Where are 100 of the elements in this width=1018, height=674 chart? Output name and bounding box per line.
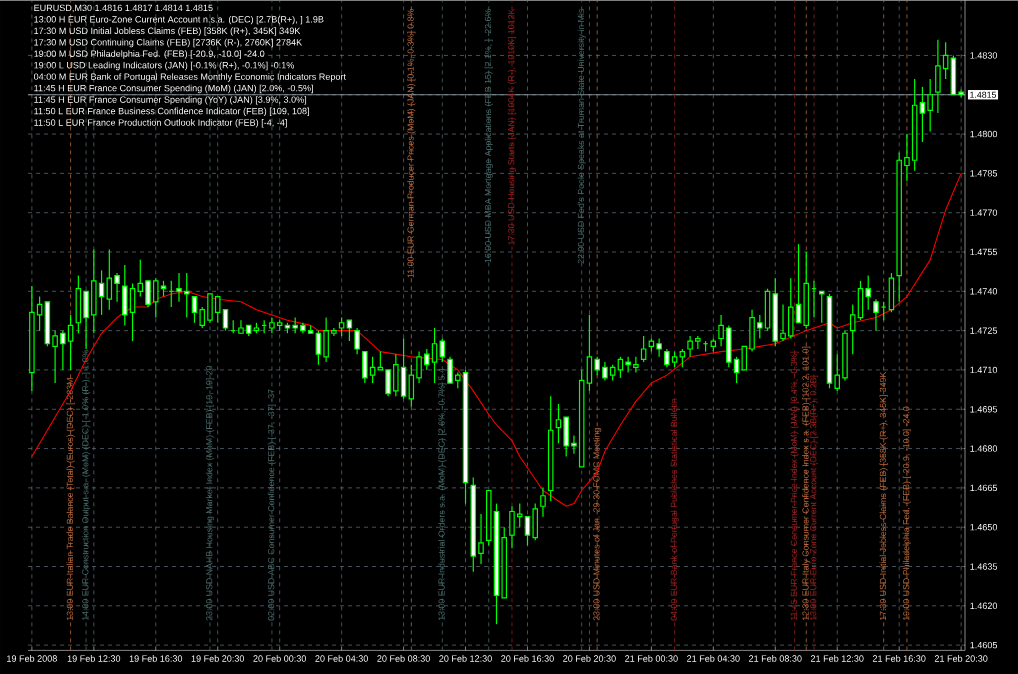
ref-line-label: 04:00 EUR Bank of Portugal Publishes Statistical Bulletin: [670, 398, 679, 621]
candlestick: [176, 272, 182, 303]
candlestick: [571, 434, 577, 455]
candlestick: [733, 356, 740, 384]
ref-line-label: 13:00 EUR Industrial Orders s.a. (MoM) (DEC) [2.6%, -0.7%] 5.4: [438, 368, 447, 620]
x-tick-label: 20 Feb 04:30: [315, 654, 368, 662]
x-tick-label: 20 Feb 12:30: [439, 654, 492, 662]
candlestick: [594, 356, 600, 376]
annotation: 13:00 H EUR Euro-Zone Current Account n.s.a. (DEC) [2.7B(R+), ] 1.9B: [34, 15, 324, 25]
ref-line-label: 23:00 USD Minutes of Jan. 29-30 FOMC Meeting: [593, 428, 602, 621]
candlestick: [214, 295, 221, 324]
candlestick: [447, 356, 453, 384]
candlestick: [509, 505, 515, 549]
annotation: 19:00 L USD Leading Indicators (JAN) [-0.1% (R+), -0.1%] -0.1%: [34, 61, 295, 71]
candlestick: [942, 41, 949, 80]
candlestick: [687, 335, 693, 358]
x-tick-label: 21 Feb 08:30: [749, 654, 802, 662]
candlestick: [664, 348, 670, 368]
candlestick: [137, 259, 144, 297]
candlestick: [354, 327, 360, 355]
ref-line-label: 02:00 USD ABC Consumer Confidence (FEB) [-37, -37] -37: [267, 389, 277, 621]
candlestick: [98, 269, 105, 316]
candlestick: [555, 403, 562, 444]
candlestick: [183, 272, 190, 318]
ref-line-label: 22:00 USD Fed's Poole Speaks at Truman State University in Mis: [577, 8, 586, 264]
candlestick: [741, 345, 748, 371]
candlestick: [67, 314, 74, 371]
candlestick: [602, 361, 608, 381]
y-tick-label: 1.4680: [970, 445, 998, 452]
candlestick: [849, 303, 856, 355]
candlestick: [222, 308, 229, 332]
candlestick: [145, 280, 151, 308]
candlestick: [199, 306, 206, 329]
candlestick: [52, 329, 58, 384]
y-tick-label: 1.4665: [970, 484, 998, 491]
ref-line-label: 17:30 USD Initial Jobless Claims (FEB) [358K (R+), 345K] 349K: [879, 371, 888, 620]
candlestick: [60, 329, 66, 371]
candlestick: [36, 295, 43, 332]
annotation: 04:00 M EUR Bank of Portugal Releases Monthly Economic Indicators Report: [33, 73, 346, 82]
ref-line-label: 1.4815: [970, 91, 997, 98]
x-tick-label: 20 Feb 16:30: [501, 654, 554, 662]
candlestick: [880, 301, 887, 321]
annotation: 17:30 M USD Continuing Claims (FEB) [2736K (R-), 2760K] 2784K: [34, 38, 303, 48]
annotation: 19:00 M USD Philadelphia Fed. (FEB) [-20.9, -10.0] -24.0: [34, 50, 265, 59]
ref-line-label: 11:00 EUR German Producer Prices (MoM) (JAN) [0.1%, 0.3%] 0.8%: [407, 8, 416, 278]
annotation: 11:50 L EUR France Business Confidence Indicator (FEB) [109, 108]: [34, 107, 309, 116]
annotation: 11:50 L EUR France Production Outlook Indicator (FEB) [-4, -4]: [34, 118, 287, 128]
candlestick: [524, 515, 531, 546]
candlestick: [338, 316, 345, 337]
y-tick-label: 1.4755: [970, 248, 998, 255]
x-tick-label: 19 Feb 12:30: [67, 654, 121, 662]
y-tick-label: 1.4800: [970, 130, 998, 138]
x-tick-label: 19 Feb 20:30: [191, 654, 245, 662]
y-tick-label: 1.4770: [970, 209, 998, 216]
y-tick-label: 1.4785: [970, 169, 998, 177]
y-tick-label: 1.4695: [970, 405, 998, 413]
candlestick: [865, 274, 871, 311]
x-tick-label: 19 Feb 16:30: [129, 654, 183, 662]
x-tick-label: 21 Feb 04:30: [687, 654, 740, 662]
candlestick: [439, 337, 446, 363]
candlestick: [431, 327, 438, 384]
x-tick-label: 21 Feb 00:30: [625, 654, 678, 662]
x-tick-label: 20 Feb 20:30: [563, 654, 616, 662]
ref-line-label: 11:45 EUR France Consumer Price Index (MoM) (JAN) [0.4%, -0.3%]: [790, 351, 799, 620]
candlestick: [385, 369, 391, 397]
x-tick-label: 19 Feb 2008: [7, 654, 57, 662]
candlestick: [516, 502, 523, 528]
ref-line-label: 17:30 USD Housing Starts (JAN) [1004K (R-), 1010K] 1012K: [507, 8, 517, 245]
candlestick: [153, 277, 159, 318]
y-tick-label: 1.4635: [970, 563, 998, 570]
candlestick: [904, 133, 910, 182]
chart-title: EURUSD,M30 1.4816 1.4817 1.4814 1.4815: [34, 4, 213, 12]
candlestick: [818, 290, 825, 324]
candlestick: [114, 272, 120, 303]
candlestick: [640, 335, 647, 363]
candlestick: [718, 314, 724, 347]
candlestick: [540, 487, 546, 518]
y-tick-label: 1.4740: [970, 287, 998, 295]
ref-line-label: 19:00 USD Philadelphia Fed. (FEB) [-20.9, -10.0] -24.0: [902, 406, 912, 620]
candlestick: [424, 348, 430, 371]
y-tick-label: 1.4605: [970, 641, 998, 649]
candlestick: [780, 303, 786, 342]
candlestick: [191, 295, 198, 324]
candlestick: [315, 329, 322, 366]
x-tick-label: 21 Feb 12:30: [810, 654, 864, 662]
candlestick: [617, 356, 624, 379]
candlestick: [834, 353, 840, 392]
candlestick: [129, 282, 136, 342]
candlestick: [106, 248, 113, 311]
y-tick-label: 1.4830: [970, 52, 998, 59]
annotation: 11:45 H EUR France Consumer Spending (MoM) (JAN) [2.0%, -0.5%]: [34, 84, 313, 93]
ref-line-label: 16:00 USD MBA Mortgage Applications (FEB 15) [2.1%, ] -22.6%: [484, 8, 493, 263]
candlestick: [633, 356, 639, 373]
ref-line-label: 23:00 USD NAHB Housing Market Index (MoM) (FEB) [19, 19] 20: [205, 365, 215, 621]
annotation: 17:30 M USD Initial Jobless Claims (FEB) [358K (R+), 345K] 349K: [34, 27, 301, 36]
ref-line-label: 12:30 EUR Italy Consumer Confidence Index s.a. (FEB) [102.2, 101.0]: [802, 346, 811, 620]
y-tick-label: 1.4620: [970, 602, 998, 609]
x-tick-label: 21 Feb 16:30: [872, 654, 926, 662]
y-tick-label: 1.4650: [970, 523, 998, 531]
annotation: 11:45 H EUR France Consumer Spending (YoY) (JAN) [3.9%, 3.0%]: [34, 95, 307, 105]
